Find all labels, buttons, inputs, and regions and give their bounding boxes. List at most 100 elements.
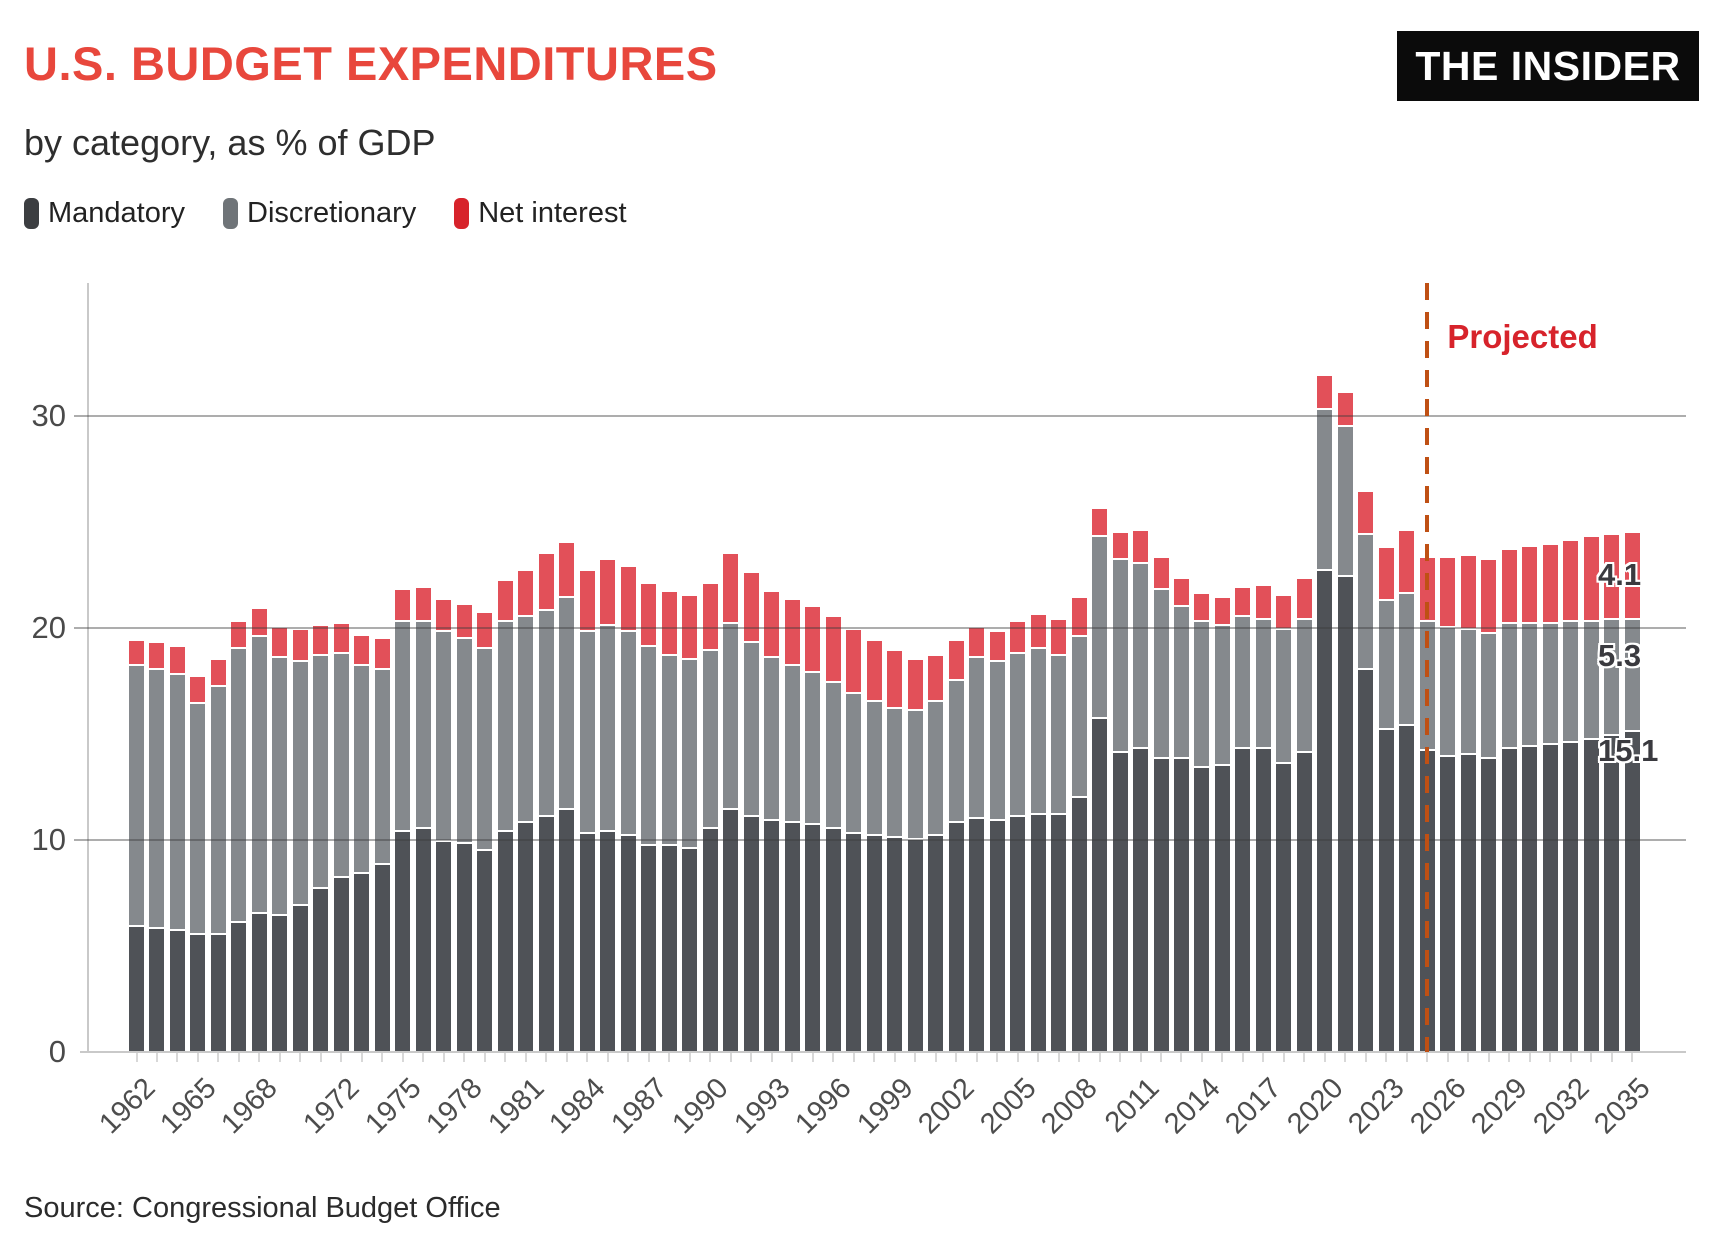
segment-mandatory-2001 (928, 835, 944, 1052)
x-tick-2019 (1303, 1053, 1306, 1062)
bar-1968 (251, 608, 267, 1052)
segment-mandatory-2015 (1214, 765, 1230, 1052)
bar-2018 (1276, 596, 1292, 1052)
segment-net-interest-1988 (661, 592, 677, 656)
segment-net-interest-2032 (1563, 541, 1579, 622)
x-tick-2032 (1569, 1053, 1572, 1062)
bar-2028 (1481, 560, 1497, 1052)
segment-discretionary-1973 (354, 666, 370, 874)
segment-mandatory-2020 (1317, 570, 1333, 1052)
x-tick-2000 (914, 1053, 917, 1062)
segment-mandatory-2018 (1276, 763, 1292, 1052)
bar-2032 (1563, 541, 1579, 1052)
bar-1975 (395, 589, 411, 1052)
segment-mandatory-2021 (1337, 577, 1353, 1052)
segment-net-interest-2000 (907, 659, 923, 711)
x-tick-2011 (1139, 1053, 1142, 1062)
segment-mandatory-1980 (497, 831, 513, 1052)
bar-1982 (538, 553, 554, 1052)
segment-mandatory-1984 (579, 833, 595, 1052)
bar-1987 (641, 583, 657, 1052)
segment-net-interest-1995 (805, 606, 821, 673)
bar-2006 (1030, 615, 1046, 1052)
segment-mandatory-2009 (1092, 719, 1108, 1052)
bar-2027 (1460, 555, 1476, 1052)
bar-1984 (579, 570, 595, 1052)
segment-net-interest-2009 (1092, 509, 1108, 537)
x-tick-1981 (524, 1053, 527, 1062)
segment-net-interest-2016 (1235, 587, 1251, 618)
x-tick-2018 (1282, 1053, 1285, 1062)
segment-net-interest-1991 (723, 553, 739, 624)
projected-label: Projected (1447, 318, 1598, 355)
segment-discretionary-2024 (1399, 594, 1415, 726)
segment-mandatory-2016 (1235, 748, 1251, 1052)
segment-discretionary-2001 (928, 702, 944, 836)
segment-mandatory-2008 (1071, 797, 1087, 1052)
brand-logo: THE INSIDER (1397, 31, 1699, 101)
segment-net-interest-2023 (1378, 547, 1394, 601)
segment-mandatory-2007 (1051, 814, 1067, 1052)
segment-mandatory-2031 (1542, 744, 1558, 1052)
x-tick-1986 (627, 1053, 630, 1062)
segment-mandatory-1975 (395, 831, 411, 1052)
segment-discretionary-1965 (190, 704, 206, 936)
bar-2029 (1501, 549, 1517, 1052)
segment-discretionary-2012 (1153, 589, 1169, 760)
segment-discretionary-1966 (210, 687, 226, 936)
segment-net-interest-1994 (784, 600, 800, 667)
bar-2013 (1173, 579, 1189, 1052)
segment-mandatory-2012 (1153, 759, 1169, 1052)
segment-mandatory-1981 (518, 823, 534, 1052)
segment-net-interest-1976 (415, 587, 431, 622)
bar-2014 (1194, 594, 1210, 1052)
segment-discretionary-2029 (1501, 623, 1517, 749)
segment-mandatory-2023 (1378, 729, 1394, 1052)
bar-1994 (784, 600, 800, 1052)
segment-discretionary-2000 (907, 710, 923, 840)
segment-net-interest-1989 (682, 596, 698, 660)
segment-discretionary-1962 (129, 666, 144, 927)
segment-net-interest-1966 (210, 659, 226, 688)
segment-discretionary-1997 (846, 693, 862, 834)
segment-net-interest-1965 (190, 676, 206, 705)
segment-discretionary-2033 (1583, 621, 1599, 741)
segment-net-interest-2021 (1337, 392, 1353, 427)
segment-mandatory-2026 (1440, 757, 1456, 1052)
segment-mandatory-1964 (169, 931, 185, 1052)
x-tick-1977 (442, 1053, 445, 1062)
segment-discretionary-1990 (702, 651, 718, 830)
segment-net-interest-2033 (1583, 536, 1599, 622)
bar-1991 (723, 553, 739, 1052)
segment-net-interest-1964 (169, 647, 185, 675)
page-title: U.S. BUDGET EXPENDITURES (24, 37, 718, 90)
x-tick-1983 (565, 1053, 568, 1062)
segment-discretionary-1985 (600, 625, 616, 832)
segment-discretionary-2016 (1235, 617, 1251, 749)
segment-mandatory-2019 (1296, 753, 1312, 1052)
segment-discretionary-1991 (723, 623, 739, 811)
segment-mandatory-2024 (1399, 725, 1415, 1052)
x-tick-1996 (832, 1053, 835, 1062)
segment-net-interest-1987 (641, 583, 657, 648)
segment-net-interest-2029 (1501, 549, 1517, 624)
segment-discretionary-1963 (149, 670, 165, 929)
x-tick-2030 (1528, 1053, 1531, 1062)
segment-mandatory-1979 (477, 850, 493, 1052)
segment-mandatory-1998 (866, 835, 882, 1052)
x-tick-1974 (381, 1053, 384, 1062)
end-label-net-interest: 4.1 (1598, 557, 1642, 593)
legend-item-mandatory: Mandatory (24, 197, 185, 230)
segment-mandatory-1976 (415, 829, 431, 1052)
segment-discretionary-2013 (1173, 606, 1189, 760)
segment-net-interest-1992 (743, 572, 759, 643)
segment-discretionary-1999 (887, 708, 903, 838)
x-tick-2026 (1446, 1053, 1449, 1062)
segment-mandatory-2029 (1501, 748, 1517, 1052)
segment-mandatory-1983 (559, 810, 575, 1052)
x-tick-1997 (852, 1053, 855, 1062)
x-tick-1994 (791, 1053, 794, 1062)
segment-net-interest-2020 (1317, 375, 1333, 410)
x-tick-2002 (955, 1053, 958, 1062)
x-tick-2027 (1467, 1053, 1470, 1062)
